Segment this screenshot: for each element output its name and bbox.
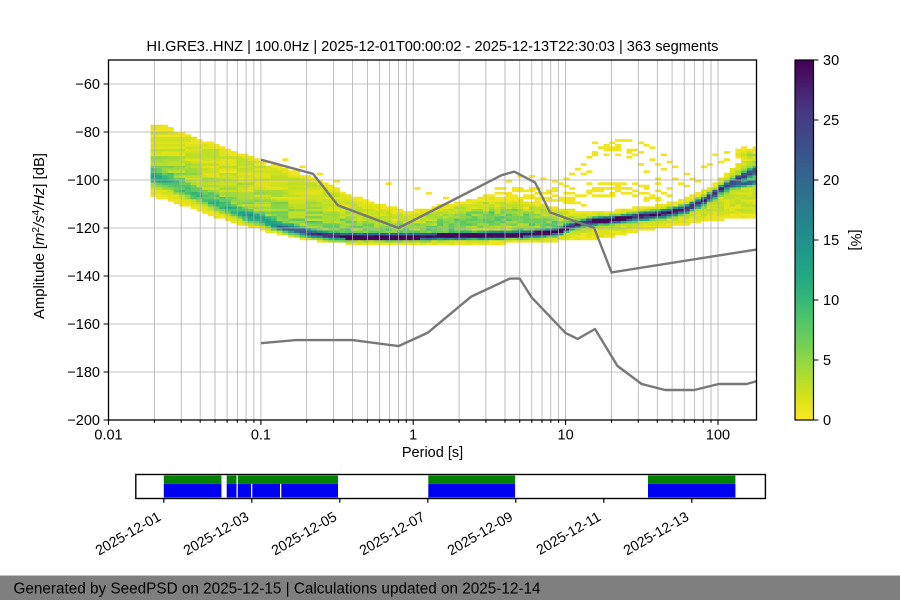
svg-text:Generated by SeedPSD on 2025-1: Generated by SeedPSD on 2025-12-15 | Cal…: [14, 581, 541, 598]
svg-text:−200: −200: [67, 413, 100, 429]
svg-text:100: 100: [706, 428, 730, 444]
svg-text:0: 0: [823, 413, 831, 429]
svg-text:−60: −60: [75, 77, 100, 93]
svg-text:15: 15: [823, 233, 839, 249]
svg-text:10: 10: [823, 293, 839, 309]
svg-text:0.01: 0.01: [94, 428, 122, 444]
svg-text:−80: −80: [75, 125, 100, 141]
svg-text:Period [s]: Period [s]: [402, 445, 463, 461]
svg-text:−180: −180: [67, 365, 100, 381]
svg-text:−160: −160: [67, 317, 100, 333]
svg-text:10: 10: [558, 428, 574, 444]
svg-text:30: 30: [823, 53, 839, 69]
svg-text:5: 5: [823, 353, 831, 369]
svg-text:−120: −120: [67, 221, 100, 237]
svg-text:−100: −100: [67, 173, 100, 189]
svg-text:1: 1: [409, 428, 417, 444]
svg-text:25: 25: [823, 113, 839, 129]
svg-text:[%]: [%]: [847, 230, 863, 251]
svg-text:−140: −140: [67, 269, 100, 285]
svg-text:Amplitude [m2/s4/Hz] [dB]: Amplitude [m2/s4/Hz] [dB]: [31, 153, 48, 319]
svg-text:20: 20: [823, 173, 839, 189]
svg-text:HI.GRE3..HNZ | 100.0Hz | 2025-: HI.GRE3..HNZ | 100.0Hz | 2025-12-01T00:0…: [147, 39, 719, 55]
svg-text:0.1: 0.1: [251, 428, 271, 444]
